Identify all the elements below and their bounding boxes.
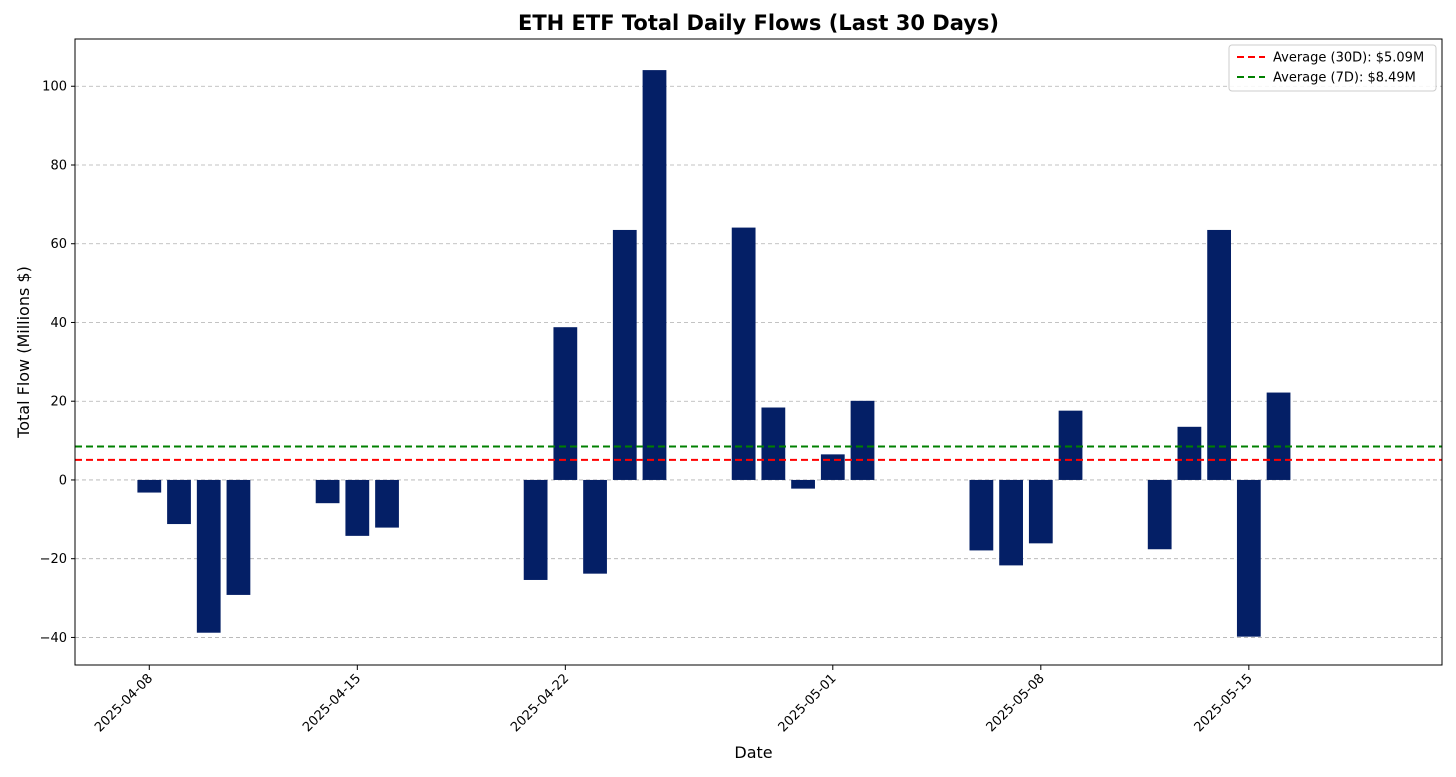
bar bbox=[167, 479, 191, 525]
x-axis-label: Date bbox=[734, 743, 772, 762]
legend-box bbox=[1228, 44, 1437, 92]
bar bbox=[791, 479, 815, 489]
bar bbox=[1207, 229, 1232, 480]
bar bbox=[1236, 479, 1261, 637]
bar bbox=[850, 400, 875, 480]
y-tick-label: 80 bbox=[50, 158, 67, 173]
y-tick-label: 0 bbox=[59, 473, 67, 488]
y-axis-ticks: −40 −20 0 20 40 60 80 100 bbox=[40, 80, 75, 646]
bar bbox=[612, 229, 637, 480]
plot-frame bbox=[74, 38, 1443, 666]
bar bbox=[969, 479, 994, 551]
bar bbox=[137, 479, 162, 493]
x-tick-label: 2025-04-08 bbox=[92, 671, 156, 735]
legend: Average (30D): $5.09M Average (7D): $8.4… bbox=[1228, 44, 1437, 92]
y-tick-label: 40 bbox=[50, 316, 67, 331]
bar bbox=[375, 479, 399, 528]
y-axis-label: Total Flow (Millions $) bbox=[14, 266, 33, 439]
x-tick-label: 2025-04-22 bbox=[508, 671, 572, 735]
bars bbox=[137, 70, 1291, 637]
bar bbox=[523, 479, 548, 580]
x-tick-label: 2025-05-15 bbox=[1192, 671, 1256, 735]
bar bbox=[820, 454, 845, 480]
y-tick-label: −40 bbox=[40, 631, 67, 646]
bar bbox=[315, 479, 340, 504]
y-tick-label: 20 bbox=[50, 395, 67, 410]
gridlines bbox=[75, 85, 1442, 638]
x-tick-label: 2025-05-01 bbox=[776, 671, 840, 735]
bar bbox=[999, 479, 1023, 566]
legend-label-7d: Average (7D): $8.49M bbox=[1273, 71, 1416, 86]
y-tick-label: 60 bbox=[50, 237, 67, 252]
bar bbox=[196, 479, 221, 633]
bar bbox=[226, 479, 251, 595]
bar bbox=[1058, 410, 1083, 480]
x-tick-label: 2025-05-08 bbox=[984, 671, 1048, 735]
average-lines bbox=[75, 445, 1442, 461]
legend-label-30d: Average (30D): $5.09M bbox=[1273, 51, 1424, 66]
y-tick-label: 100 bbox=[42, 80, 67, 95]
bar bbox=[731, 227, 756, 480]
chart-title: ETH ETF Total Daily Flows (Last 30 Days) bbox=[518, 11, 999, 35]
bar bbox=[583, 479, 607, 574]
y-tick-label: −20 bbox=[40, 552, 67, 567]
bar bbox=[1266, 392, 1291, 480]
bar bbox=[1147, 479, 1172, 550]
bar bbox=[345, 479, 370, 536]
bar bbox=[1177, 426, 1202, 480]
x-tick-label: 2025-04-15 bbox=[300, 671, 364, 735]
bar bbox=[761, 407, 786, 480]
x-axis-ticks: 2025-04-08 2025-04-15 2025-04-22 2025-05-01… bbox=[92, 665, 1256, 735]
bar bbox=[553, 327, 578, 480]
bar bbox=[642, 70, 667, 480]
bar bbox=[1028, 479, 1053, 544]
